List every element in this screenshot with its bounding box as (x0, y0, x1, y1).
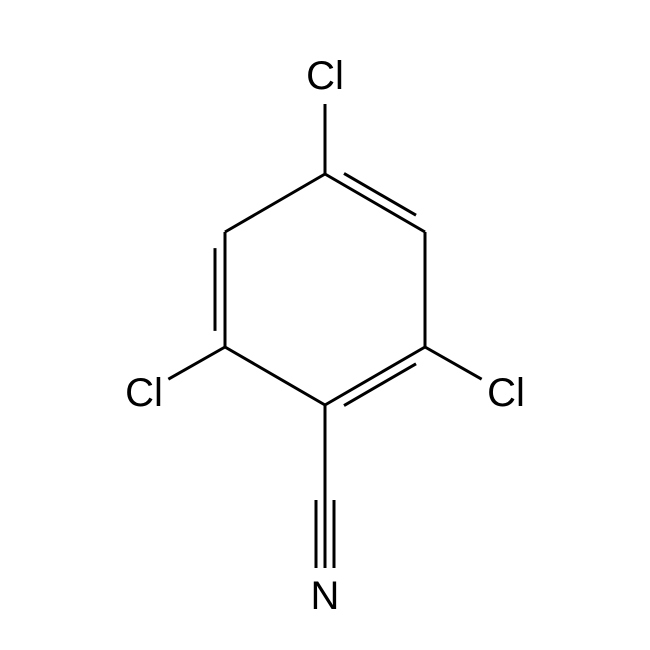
atom-label-cl_left: Cl (125, 373, 163, 413)
molecule-canvas: Cl Cl Cl N (0, 0, 650, 650)
atom-label-cl_top: Cl (306, 56, 344, 96)
atom-label-cl_right: Cl (487, 373, 525, 413)
atom-label-n: N (311, 576, 340, 616)
